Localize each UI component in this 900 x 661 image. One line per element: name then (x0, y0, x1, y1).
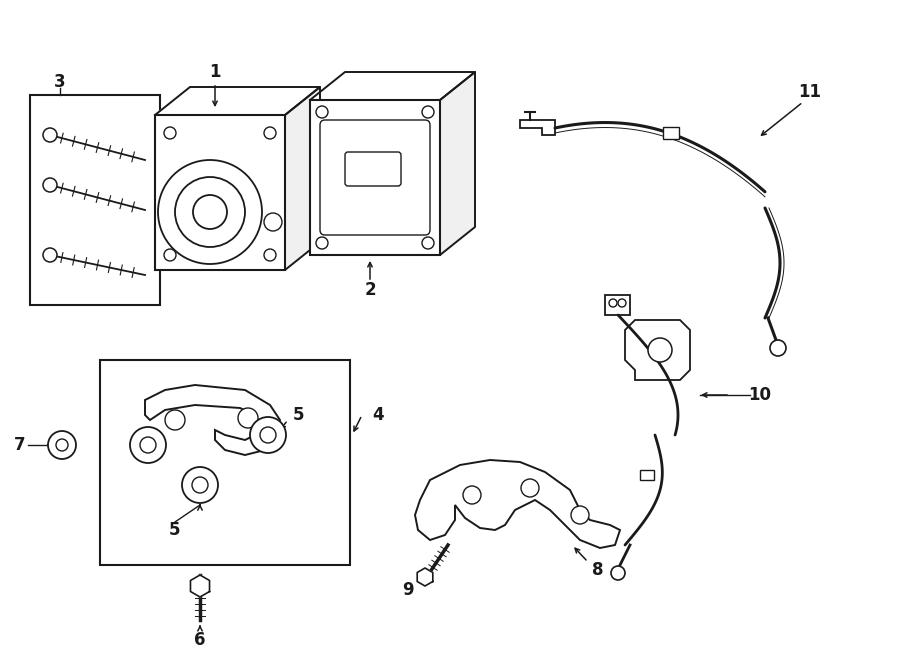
Circle shape (422, 106, 434, 118)
Bar (640, 470, 654, 480)
Text: 10: 10 (749, 386, 771, 404)
Bar (155, 115, 285, 270)
Circle shape (770, 340, 786, 356)
Circle shape (618, 299, 626, 307)
Text: 8: 8 (592, 561, 604, 579)
Text: 5: 5 (169, 521, 181, 539)
Circle shape (260, 427, 276, 443)
Circle shape (48, 431, 76, 459)
Circle shape (250, 417, 286, 453)
Circle shape (56, 439, 68, 451)
Text: 11: 11 (798, 83, 822, 101)
Circle shape (164, 127, 176, 139)
Circle shape (164, 249, 176, 261)
Circle shape (140, 437, 156, 453)
Bar (100, 360, 350, 565)
Text: 7: 7 (14, 436, 26, 454)
Circle shape (43, 128, 57, 142)
Text: 6: 6 (194, 631, 206, 649)
Circle shape (264, 213, 282, 231)
Polygon shape (605, 295, 630, 315)
Circle shape (43, 178, 57, 192)
Polygon shape (415, 460, 620, 548)
Circle shape (609, 299, 617, 307)
Polygon shape (155, 87, 320, 115)
Circle shape (158, 160, 262, 264)
Circle shape (264, 127, 276, 139)
Polygon shape (625, 320, 690, 380)
Circle shape (316, 237, 328, 249)
Circle shape (316, 106, 328, 118)
Circle shape (238, 408, 258, 428)
Circle shape (463, 486, 481, 504)
Circle shape (165, 410, 185, 430)
Circle shape (648, 338, 672, 362)
Circle shape (43, 248, 57, 262)
Text: 9: 9 (402, 581, 414, 599)
Circle shape (130, 427, 166, 463)
FancyBboxPatch shape (320, 120, 430, 235)
Circle shape (611, 566, 625, 580)
Text: 2: 2 (364, 281, 376, 299)
Polygon shape (310, 72, 475, 100)
Bar (662, 128, 679, 139)
Circle shape (175, 177, 245, 247)
Polygon shape (191, 575, 210, 597)
Polygon shape (145, 385, 280, 455)
Bar (30, 95, 160, 305)
Text: 3: 3 (54, 73, 66, 91)
Circle shape (264, 249, 276, 261)
Polygon shape (418, 568, 433, 586)
Circle shape (182, 467, 218, 503)
Circle shape (422, 237, 434, 249)
Text: 5: 5 (292, 406, 304, 424)
Circle shape (521, 479, 539, 497)
Bar (310, 100, 440, 255)
Polygon shape (520, 120, 555, 135)
Circle shape (571, 506, 589, 524)
Text: 1: 1 (209, 63, 220, 81)
Polygon shape (440, 72, 475, 255)
Circle shape (193, 195, 227, 229)
FancyBboxPatch shape (345, 152, 401, 186)
Polygon shape (285, 87, 320, 270)
Text: 4: 4 (373, 406, 383, 424)
Circle shape (192, 477, 208, 493)
